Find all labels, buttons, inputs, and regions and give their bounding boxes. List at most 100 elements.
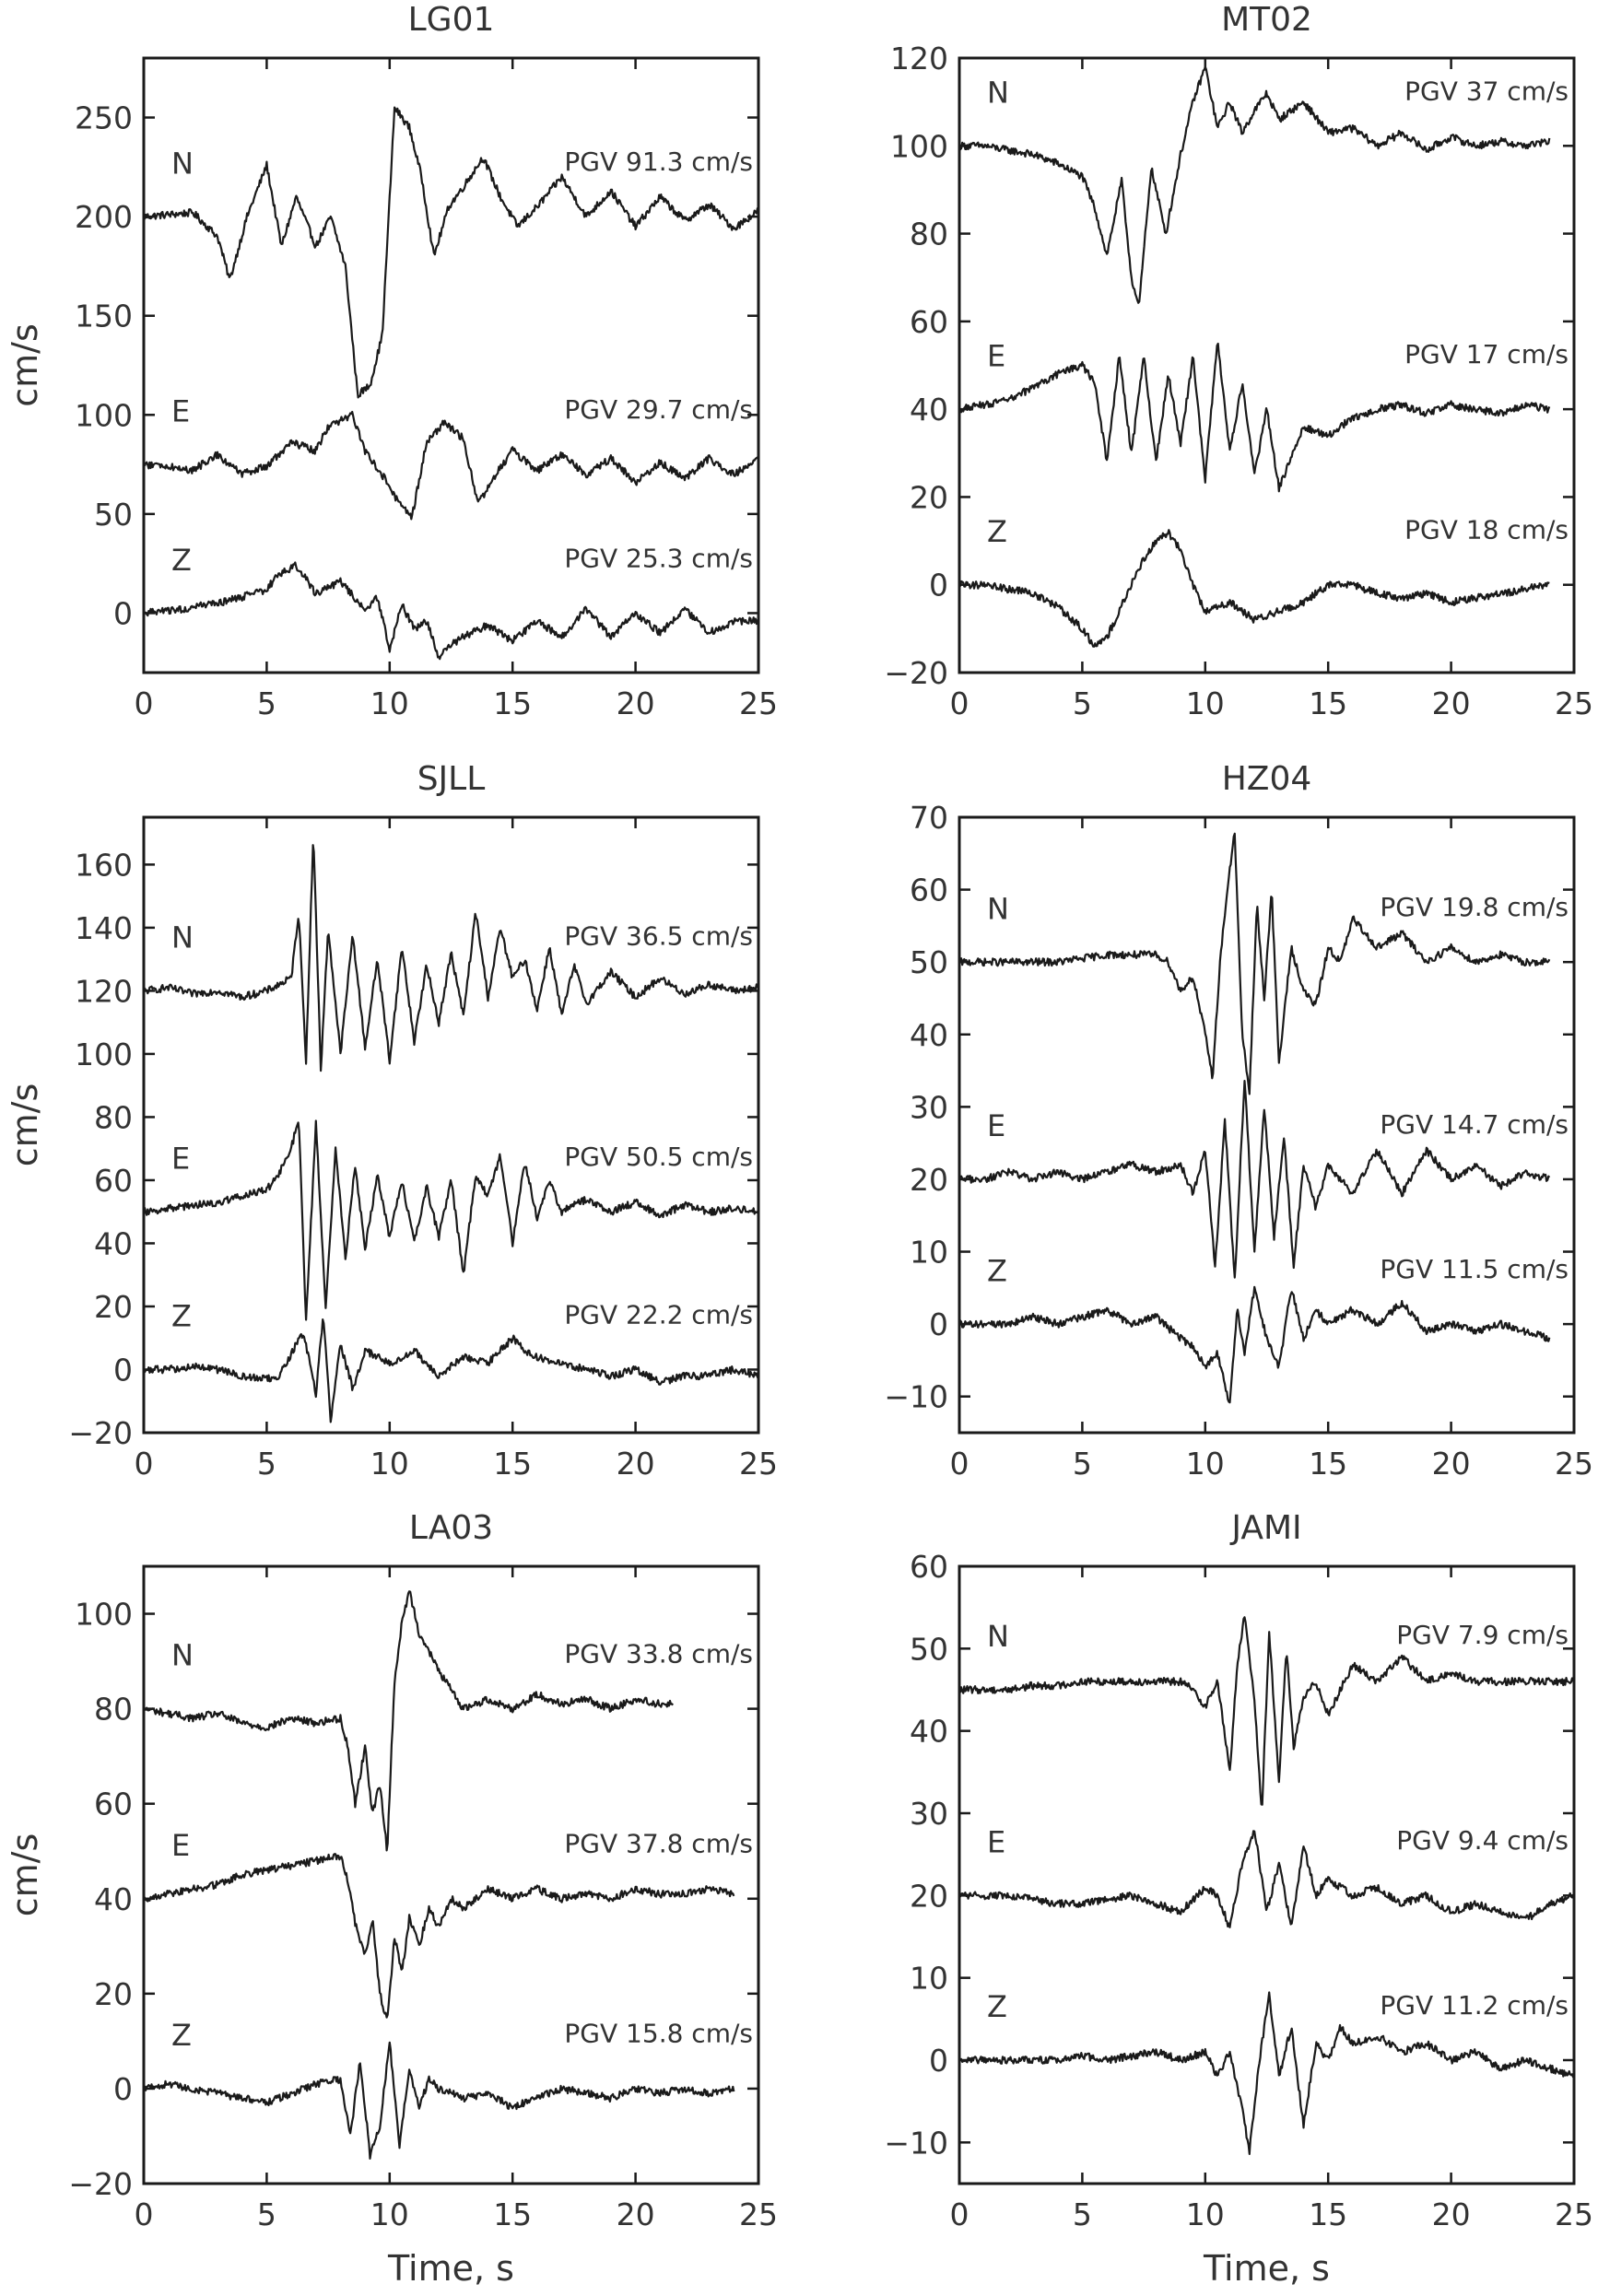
pgv-label-sjll-e: PGV 50.5 cm/s	[564, 1142, 753, 1172]
trace-lg01-n	[144, 106, 758, 399]
y-tick-label: 120	[890, 41, 948, 76]
y-tick-label: 40	[910, 1017, 948, 1053]
y-tick-label: 40	[94, 1881, 133, 1917]
component-label-sjll-e: E	[171, 1141, 190, 1176]
component-label-sjll-z: Z	[171, 1299, 192, 1334]
y-tick-label: 0	[113, 2071, 133, 2107]
trace-la03-z	[144, 2041, 735, 2160]
pgv-label-la03-e: PGV 37.8 cm/s	[564, 1829, 753, 1859]
pgv-label-lg01-e: PGV 29.7 cm/s	[564, 394, 753, 425]
x-tick-label: 0	[135, 685, 154, 721]
y-tick-label: 80	[94, 1099, 133, 1135]
x-axis-label-jami: Time, s	[1203, 2248, 1330, 2289]
x-tick-label: 15	[493, 2196, 532, 2232]
panel-title-lg01: LG01	[408, 1, 495, 39]
y-tick-label: −20	[68, 1415, 133, 1451]
panel-title-la03: LA03	[409, 1509, 493, 1547]
x-tick-label: 25	[739, 685, 778, 721]
component-label-jami-n: N	[987, 1619, 1009, 1654]
pgv-label-jami-e: PGV 9.4 cm/s	[1396, 1825, 1569, 1856]
y-tick-label: 20	[94, 1289, 133, 1325]
x-axis-label-la03: Time, s	[387, 2248, 514, 2289]
y-tick-label: 60	[910, 304, 948, 340]
y-tick-label: 20	[910, 1162, 948, 1198]
x-tick-label: 20	[1432, 1446, 1471, 1482]
plot-frame-hz04	[958, 815, 1576, 1435]
component-label-hz04-n: N	[987, 891, 1009, 926]
pgv-label-la03-n: PGV 33.8 cm/s	[564, 1638, 753, 1669]
trace-jami-z	[959, 1991, 1574, 2155]
y-tick-label: 50	[910, 944, 948, 980]
y-tick-label: 100	[75, 1597, 133, 1633]
trace-hz04-n	[959, 832, 1551, 1095]
trace-jami-n	[959, 1616, 1574, 1806]
x-tick-label: 15	[1309, 1446, 1347, 1482]
x-tick-label: 25	[739, 2196, 778, 2232]
y-tick-label: 140	[75, 910, 133, 946]
component-label-la03-z: Z	[171, 2018, 192, 2053]
x-tick-label: 0	[950, 1446, 969, 1482]
x-tick-label: 10	[370, 2196, 409, 2232]
pgv-label-lg01-n: PGV 91.3 cm/s	[564, 146, 753, 177]
trace-la03-e	[144, 1853, 735, 2019]
y-tick-label: 60	[94, 1163, 133, 1199]
plot-frame-jami	[958, 1564, 1576, 2185]
x-tick-label: 20	[1432, 685, 1471, 721]
trace-la03-n	[144, 1590, 675, 1852]
y-tick-label: 70	[910, 800, 948, 836]
x-tick-label: 10	[1186, 2196, 1225, 2232]
component-label-lg01-z: Z	[171, 543, 192, 578]
trace-mt02-e	[959, 342, 1551, 493]
component-label-sjll-n: N	[171, 920, 194, 955]
component-label-mt02-z: Z	[987, 514, 1007, 549]
y-tick-label: 0	[113, 1352, 133, 1388]
y-tick-label: 30	[910, 1089, 948, 1125]
y-tick-label: −10	[884, 2125, 948, 2161]
component-label-mt02-n: N	[987, 76, 1009, 111]
trace-mt02-n	[959, 65, 1551, 304]
y-tick-label: 20	[910, 1878, 948, 1914]
trace-sjll-z	[144, 1318, 758, 1423]
x-tick-label: 25	[739, 1446, 778, 1482]
y-tick-label: 20	[94, 1976, 133, 2012]
x-tick-label: 5	[1073, 1446, 1092, 1482]
y-tick-label: 40	[94, 1225, 133, 1261]
pgv-label-sjll-n: PGV 36.5 cm/s	[564, 920, 753, 951]
x-tick-label: 25	[1555, 2196, 1593, 2232]
y-tick-label: 10	[910, 1235, 948, 1271]
y-tick-label: 0	[929, 568, 948, 603]
y-tick-label: 120	[75, 973, 133, 1009]
y-axis-label-sjll: cm/s	[5, 1084, 45, 1167]
pgv-label-hz04-n: PGV 19.8 cm/s	[1380, 892, 1569, 922]
y-tick-label: 20	[910, 479, 948, 515]
pgv-label-jami-z: PGV 11.2 cm/s	[1380, 1990, 1569, 2021]
panel-title-mt02: MT02	[1221, 1, 1312, 39]
component-label-lg01-e: E	[171, 393, 190, 428]
plot-frame-sjll	[142, 815, 760, 1435]
x-tick-label: 20	[617, 685, 655, 721]
x-tick-label: 20	[617, 1446, 655, 1482]
pgv-label-hz04-e: PGV 14.7 cm/s	[1380, 1109, 1569, 1140]
y-tick-label: 100	[75, 397, 133, 433]
trace-sjll-e	[144, 1119, 758, 1321]
trace-jami-e	[959, 1830, 1574, 1928]
y-tick-label: 150	[75, 299, 133, 334]
plot-frame-la03	[142, 1564, 760, 2185]
panel-title-hz04: HZ04	[1222, 760, 1312, 798]
x-tick-label: 5	[257, 1446, 276, 1482]
y-tick-label: 60	[94, 1786, 133, 1822]
x-tick-label: 5	[257, 685, 276, 721]
pgv-label-la03-z: PGV 15.8 cm/s	[564, 2019, 753, 2049]
x-tick-label: 10	[370, 685, 409, 721]
component-label-mt02-e: E	[987, 338, 1005, 373]
x-tick-label: 0	[135, 1446, 154, 1482]
pgv-label-mt02-n: PGV 37 cm/s	[1404, 76, 1569, 106]
x-tick-label: 10	[370, 1446, 409, 1482]
y-tick-label: 60	[910, 873, 948, 908]
x-tick-label: 0	[135, 2196, 154, 2232]
y-tick-label: 50	[910, 1631, 948, 1667]
component-label-lg01-n: N	[171, 146, 194, 181]
plot-frame-mt02	[958, 56, 1576, 674]
pgv-label-hz04-z: PGV 11.5 cm/s	[1380, 1254, 1569, 1284]
